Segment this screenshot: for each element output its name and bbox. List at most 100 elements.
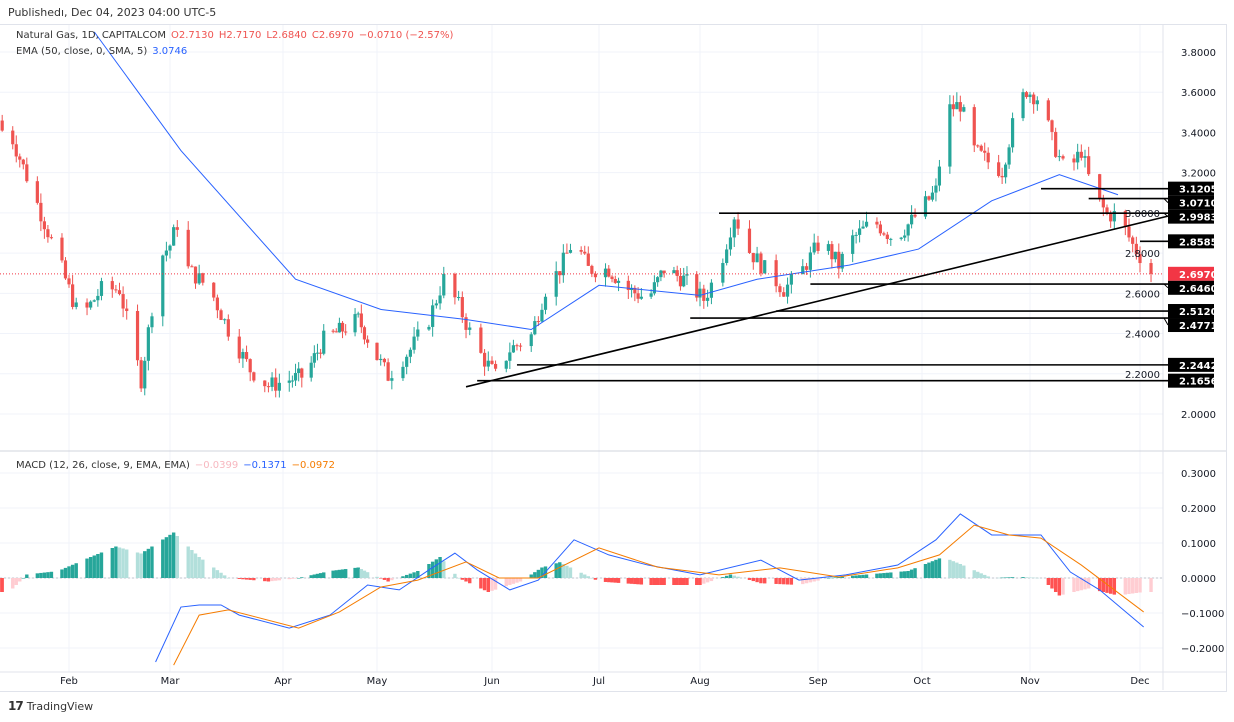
candle-body — [74, 302, 78, 307]
histogram-bar — [816, 578, 820, 581]
histogram-bar — [850, 575, 855, 578]
histogram-bar — [353, 567, 357, 578]
histogram-bar — [759, 578, 763, 584]
histogram-bar — [212, 567, 216, 578]
candle-body — [312, 353, 316, 363]
ema-label[interactable]: EMA (50, close, 0, SMA, 5) — [16, 46, 148, 57]
grid — [0, 25, 1163, 672]
symbol-label[interactable]: Natural Gas, 1D, CAPITALCOM — [16, 30, 166, 41]
histogram-bar — [951, 561, 956, 578]
candle-body — [1112, 211, 1116, 222]
histogram-bar — [146, 548, 151, 578]
histogram-bar — [92, 555, 96, 578]
histogram-bar — [913, 568, 917, 578]
histogram-bar — [763, 578, 767, 584]
histogram-bar — [837, 577, 841, 578]
candle-body — [71, 284, 75, 307]
candle-body — [997, 162, 1001, 176]
histogram-bar — [979, 573, 983, 578]
macd-label[interactable]: MACD (12, 26, close, 9, EMA, EMA) — [16, 460, 190, 471]
candle-body — [1083, 156, 1087, 158]
candle-body — [172, 227, 176, 246]
histogram-bar — [1010, 577, 1015, 578]
candle-body — [408, 349, 412, 357]
candle-body — [529, 334, 533, 347]
candle-body — [219, 310, 223, 321]
level-price-label-bg — [1168, 280, 1214, 295]
histogram-bar — [379, 578, 383, 579]
candle-body — [774, 260, 778, 287]
histogram-bar — [1083, 578, 1087, 590]
candle-body — [930, 192, 935, 200]
histogram-bar — [14, 578, 18, 585]
candle-body — [453, 273, 457, 298]
price-tick-label: 3.0000 — [1125, 209, 1160, 220]
histogram-bar — [583, 574, 587, 578]
histogram-bar — [889, 572, 893, 578]
histogram-bar — [375, 576, 379, 578]
histogram-bar — [135, 552, 140, 578]
ema-value: 3.0746 — [152, 46, 188, 57]
candle-body — [983, 150, 987, 153]
candle-body — [590, 265, 594, 274]
histogram-bar — [88, 557, 93, 578]
candle-body — [331, 330, 335, 332]
candle-body — [672, 270, 676, 274]
candle-body — [201, 273, 205, 283]
histogram-bar — [1072, 578, 1076, 592]
candle-body — [46, 229, 50, 238]
candle-body — [1072, 158, 1076, 163]
histogram-bar — [161, 539, 165, 578]
candle-body — [390, 378, 394, 381]
candle-body — [504, 360, 508, 369]
histogram-bar — [312, 574, 317, 578]
change-value: −0.0710 (−2.57%) — [358, 30, 454, 41]
histogram-bar — [468, 578, 472, 584]
histogram-bar — [1105, 578, 1109, 593]
histogram-bar — [226, 578, 231, 579]
histogram-bar — [808, 578, 813, 583]
candle-body — [906, 224, 910, 236]
level-price-label-bg — [1168, 357, 1214, 372]
histogram-bar — [515, 578, 519, 583]
candle-body — [175, 227, 179, 230]
candle-body — [319, 352, 323, 354]
candle-body — [1050, 120, 1054, 132]
histogram-bar — [652, 578, 657, 585]
candle-body — [858, 228, 862, 235]
candle-body — [344, 331, 348, 333]
price-tick-label: 2.0000 — [1181, 410, 1216, 421]
published-text: Publishedı, Dec 04, 2023 04:00 UTC-5 — [8, 6, 217, 19]
candle-body — [830, 244, 834, 260]
histogram-bar — [139, 553, 143, 578]
level-price-label-bg — [1168, 181, 1214, 196]
histogram-bar — [270, 578, 274, 582]
candle-body — [67, 278, 71, 285]
candle-body — [586, 253, 590, 266]
candle-body — [1131, 237, 1135, 244]
candle-body — [479, 327, 483, 353]
candle-body — [300, 368, 304, 378]
candle-body — [782, 292, 786, 297]
histogram-bar — [675, 578, 679, 585]
time-tick-label: Sep — [809, 676, 828, 687]
histogram-bar — [164, 537, 169, 578]
candle-body — [427, 326, 431, 330]
candle-body — [1057, 156, 1061, 158]
candle-body — [736, 219, 740, 229]
tradingview-branding[interactable]: 17 TradingView — [8, 699, 93, 713]
candle-body — [923, 196, 928, 217]
histogram-bar — [382, 578, 387, 580]
candle-body — [39, 202, 43, 222]
candle-body — [297, 368, 301, 373]
histogram-bar — [334, 570, 338, 578]
candle-body — [1109, 213, 1113, 222]
histogram-bar — [309, 575, 313, 578]
time-tick-label: Dec — [1130, 676, 1149, 687]
histogram-bar — [751, 578, 755, 582]
histogram-bar — [639, 578, 644, 585]
histogram-bar — [359, 569, 364, 578]
candle-body — [25, 164, 29, 182]
histogram-bar — [125, 549, 129, 578]
